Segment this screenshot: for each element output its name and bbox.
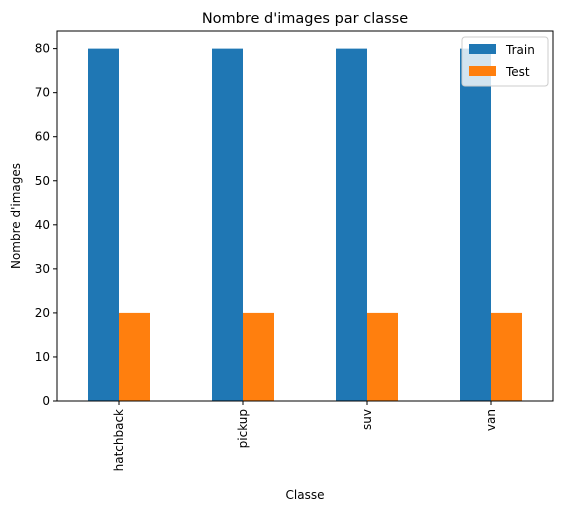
x-tick-label: pickup (236, 409, 250, 448)
y-tick-label: 40 (35, 218, 50, 232)
bar-train (336, 48, 367, 401)
y-tick-label: 20 (35, 306, 50, 320)
bar-test (243, 312, 274, 401)
y-tick-label: 60 (35, 130, 50, 144)
y-tick-label: 30 (35, 262, 50, 276)
y-tick-label: 0 (42, 394, 50, 408)
legend-label-train: Train (505, 43, 535, 57)
bar-test (491, 312, 522, 401)
y-tick-label: 50 (35, 174, 50, 188)
x-tick-label: van (484, 409, 498, 431)
plot-frame (56, 30, 554, 402)
legend: Train Test (461, 36, 549, 87)
legend-label-test: Test (505, 65, 530, 79)
bar-train (212, 48, 243, 401)
bar-train (460, 48, 491, 401)
bar-train (88, 48, 119, 401)
y-tick-label: 80 (35, 42, 50, 56)
y-axis: 0 10 20 30 40 50 60 70 80 (35, 42, 57, 408)
x-tick-label: suv (360, 409, 374, 430)
legend-swatch-train (469, 44, 496, 54)
y-tick-label: 70 (35, 86, 50, 100)
y-axis-label: Nombre d'images (9, 163, 23, 269)
chart-title: Nombre d'images par classe (202, 11, 408, 27)
x-tick-label: hatchback (112, 409, 126, 471)
legend-swatch-test (469, 66, 496, 76)
bars (88, 48, 522, 401)
x-axis: hatchback pickup suv van (112, 401, 498, 471)
bar-test (119, 312, 150, 401)
x-axis-label: Classe (286, 488, 325, 502)
y-tick-label: 10 (35, 350, 50, 364)
bar-test (367, 312, 398, 401)
